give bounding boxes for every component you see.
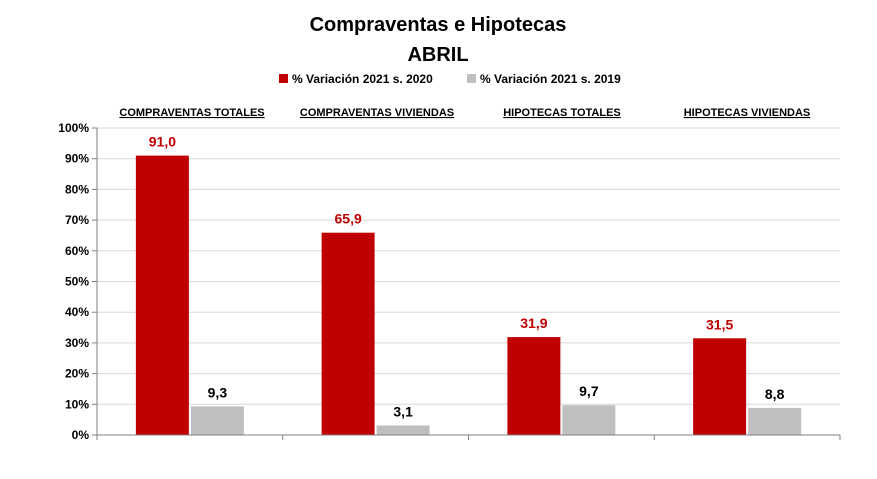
data-label: 65,9 — [335, 211, 362, 227]
y-tick-label: 0% — [72, 428, 90, 442]
bar-series-2019 — [562, 405, 616, 435]
y-tick-label: 70% — [65, 213, 89, 227]
y-tick-label: 50% — [65, 275, 89, 289]
category-label-compraventas-totales: COMPRAVENTAS TOTALES — [119, 107, 264, 119]
y-tick-label: 30% — [65, 336, 89, 350]
category-labels: COMPRAVENTAS TOTALES COMPRAVENTAS VIVIEN… — [119, 107, 810, 119]
y-tick-label: 100% — [58, 121, 89, 135]
bar-series-2020 — [321, 232, 375, 435]
category-label-hipotecas-totales: HIPOTECAS TOTALES — [503, 107, 621, 119]
data-label: 8,8 — [765, 386, 785, 402]
chart-title: Compraventas e Hipotecas — [310, 14, 567, 36]
data-label: 9,3 — [208, 384, 228, 400]
data-label: 9,7 — [579, 383, 599, 399]
y-tick-label: 90% — [65, 152, 89, 166]
y-tick-label: 10% — [65, 397, 89, 411]
data-label: 3,1 — [393, 403, 413, 419]
bar-series-2019 — [190, 406, 244, 435]
y-axis-ticks: 0% 10% 20% 30% 40% 50% 60% 70% 80% 90% 100% — [58, 121, 97, 442]
y-tick-label: 80% — [65, 182, 89, 196]
bar-series-2019 — [748, 407, 802, 435]
data-labels: 91,0 9,3 65,9 3,1 31,9 9,7 31,5 8,8 — [149, 134, 785, 420]
data-label: 91,0 — [149, 134, 176, 150]
legend: % Variación 2021 s. 2020 % Variación 202… — [279, 72, 621, 86]
y-tick-label: 20% — [65, 367, 89, 381]
bar-series-2020 — [507, 337, 561, 435]
category-label-hipotecas-viviendas: HIPOTECAS VIVIENDAS — [684, 107, 811, 119]
legend-swatch-series-2019 — [467, 74, 476, 83]
legend-label-series-2019: % Variación 2021 s. 2019 — [480, 72, 621, 86]
legend-swatch-series-2020 — [279, 74, 288, 83]
y-tick-label: 60% — [65, 244, 89, 258]
y-tick-label: 40% — [65, 305, 89, 319]
bar-series-2020 — [693, 338, 747, 435]
category-label-compraventas-viviendas: COMPRAVENTAS VIVIENDAS — [300, 107, 454, 119]
data-label: 31,9 — [520, 315, 547, 331]
gridlines — [97, 127, 840, 405]
data-label: 31,5 — [706, 316, 733, 332]
legend-label-series-2020: % Variación 2021 s. 2020 — [292, 72, 433, 86]
bar-series-2020 — [135, 155, 189, 435]
chart-subtitle: ABRIL — [407, 44, 468, 66]
axes — [96, 128, 841, 440]
bars — [135, 155, 802, 435]
bar-series-2019 — [376, 425, 430, 435]
